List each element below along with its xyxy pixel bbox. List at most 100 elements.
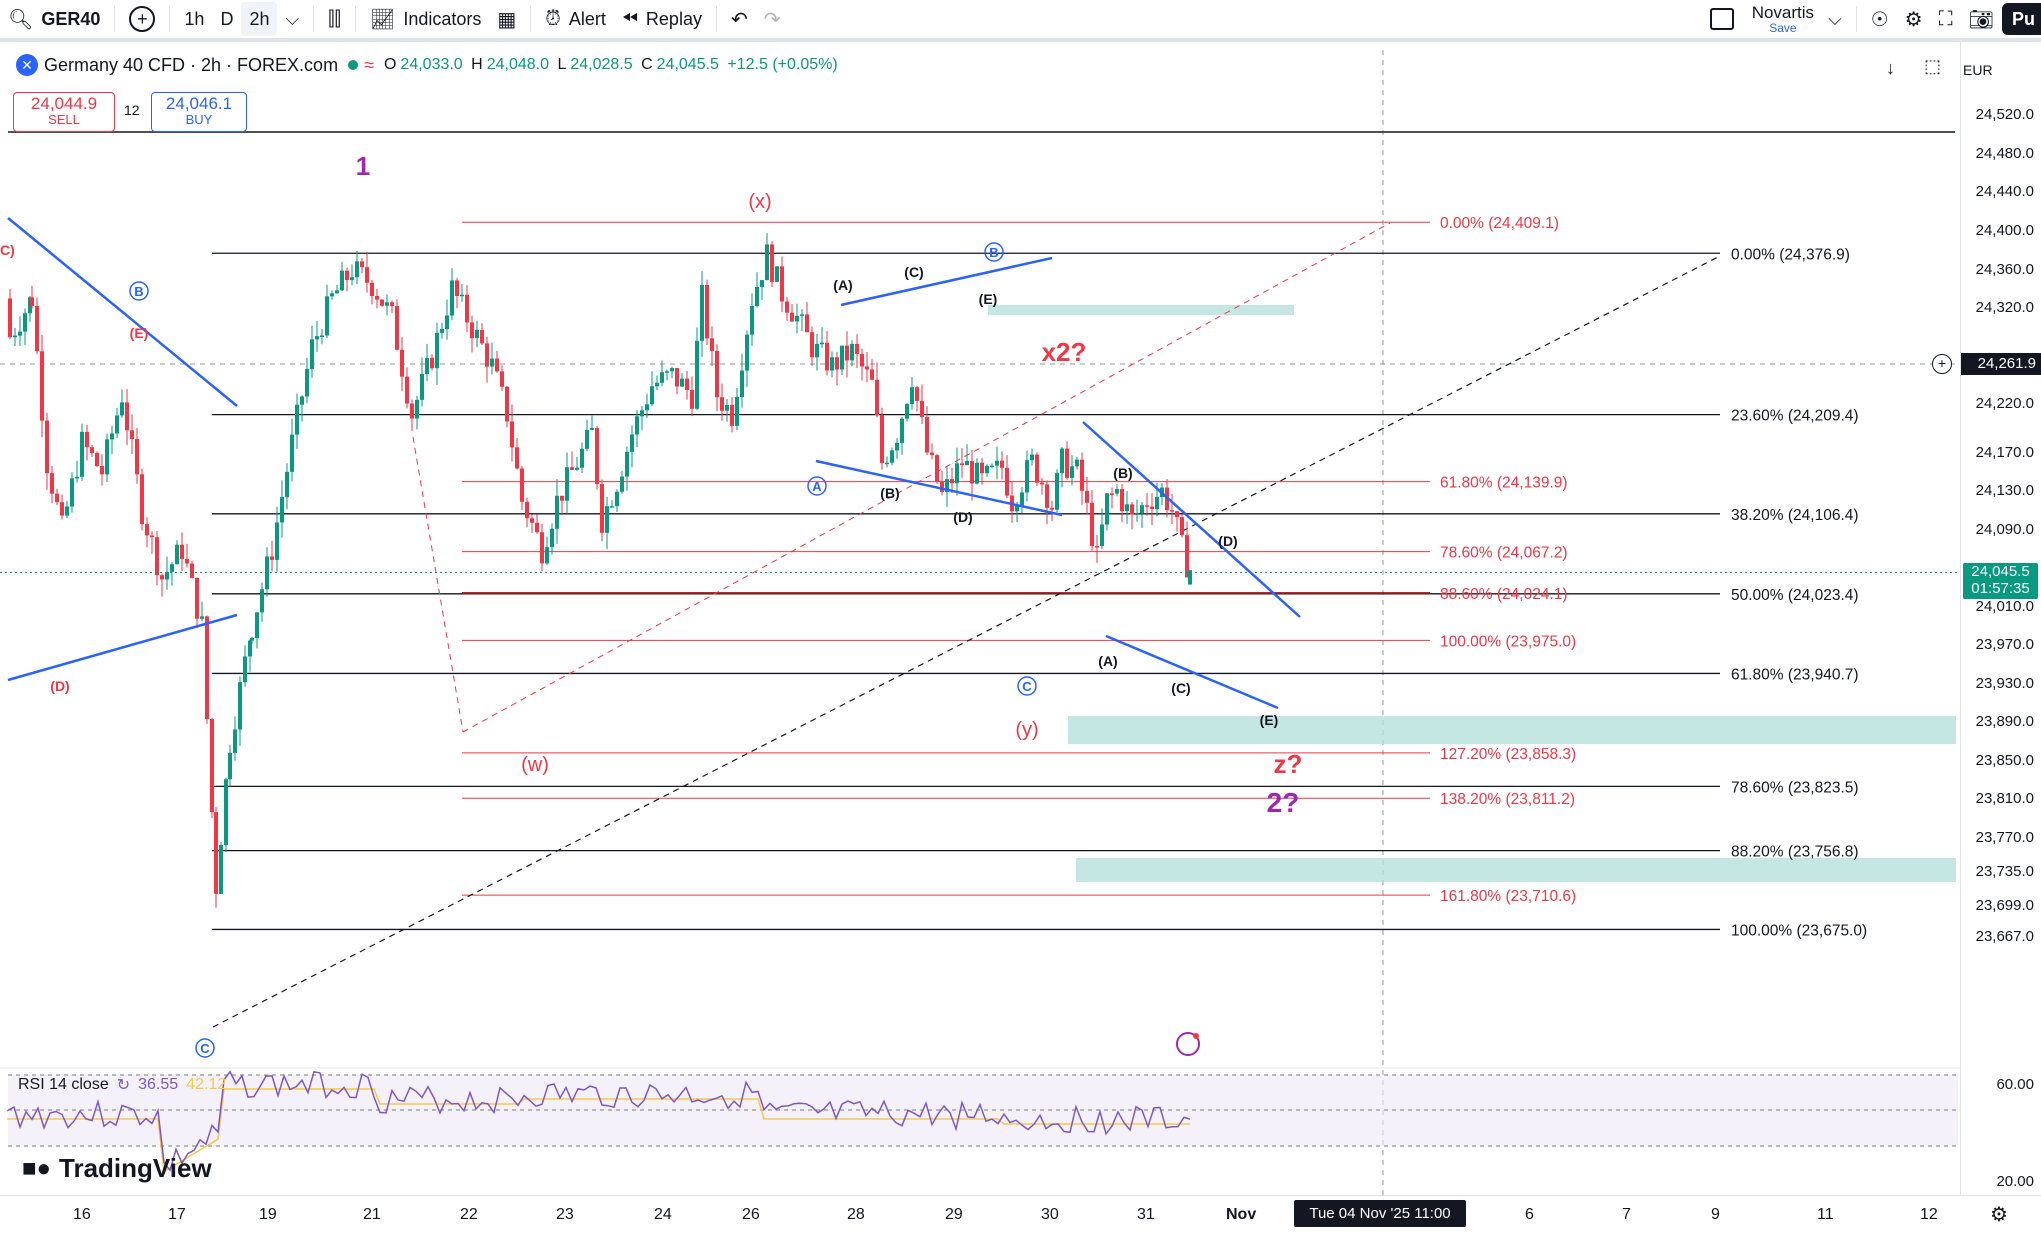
fib-red-label: 138.20% (23,811.2) [1440, 791, 1575, 808]
interval-1h[interactable]: 1h [176, 2, 212, 36]
symbol-search[interactable]: 🔍︎ GER40 [0, 2, 108, 36]
fib-diagonal-black [212, 255, 1721, 1028]
candle-body [870, 369, 874, 380]
price-axis[interactable]: EUR 24,520.0 24,480.0 24,440.0 24,400.0 24,3… [1960, 42, 2041, 1195]
candle-body [120, 402, 124, 416]
publish-button[interactable]: Pu [2001, 3, 2041, 35]
layout-select[interactable]: Novartis Save ⌵ [1702, 2, 1850, 36]
candle-body [238, 682, 242, 730]
candle-body [360, 261, 364, 268]
time-tick-label: 12 [1920, 1206, 1938, 1223]
candle-body [730, 405, 734, 426]
time-tick-label: 22 [460, 1206, 478, 1223]
candle-body [55, 493, 59, 503]
candle-body [350, 277, 354, 280]
candle-body [800, 314, 804, 316]
compare-button[interactable]: + [121, 2, 163, 36]
replay-button[interactable]: ⏪︎ Replay [614, 2, 710, 36]
candle-body [248, 640, 252, 657]
candle-body [1140, 505, 1144, 514]
candle-body [275, 522, 279, 560]
price-chart[interactable]: 0.00% (24,376.9) 23.60% (24,209.4) 38.20% … [0, 42, 1960, 1195]
fib-red-label: 88.60% (24,024.1) [1440, 586, 1568, 603]
time-tick-label: 29 [945, 1206, 963, 1223]
wave-letter-label: (B) [1113, 465, 1132, 481]
candle-body [250, 638, 254, 641]
interval-label: D [220, 8, 234, 29]
fib-red-label: 100.00% (23,975.0) [1440, 633, 1576, 650]
candle-body [1135, 513, 1139, 515]
settings-gear-icon[interactable]: ⚙︎ [1990, 1204, 2008, 1226]
arrow-down-icon[interactable]: ↓ [1886, 58, 1895, 78]
add-alert-icon[interactable]: + [1932, 354, 1952, 375]
candle-body [640, 410, 644, 417]
indicators-button[interactable]: 📈︎ Indicators [362, 2, 489, 36]
maximize-icon[interactable]: ⬚ [1924, 56, 1942, 76]
candle-body [515, 447, 519, 469]
candle-body [90, 447, 94, 453]
price-tick-label: 24,400.0 [1975, 222, 2034, 239]
divider [169, 6, 171, 32]
candle-body [1070, 466, 1074, 478]
gear-icon: ⚙︎ [1904, 8, 1923, 31]
open-label: O [383, 56, 397, 73]
candle-body [420, 373, 424, 400]
candle-body [955, 463, 959, 484]
alert-label: Alert [568, 8, 606, 29]
sell-button[interactable]: 24,044.9 SELL [13, 92, 115, 132]
candle-body [195, 577, 199, 619]
snapshot-button[interactable]: 📷︎ [1961, 2, 2002, 36]
chart-type-button[interactable]: ⫿⫿ [320, 2, 349, 36]
interval-dropdown[interactable]: ⌵ [277, 2, 307, 36]
redo-button[interactable]: ↷ [756, 2, 789, 36]
currency-label[interactable]: EUR [1963, 62, 1993, 78]
candle-body [150, 535, 154, 538]
price-tick-label: 24,170.0 [1975, 443, 2034, 461]
candle-body [1065, 448, 1069, 478]
settings-button[interactable]: ⚙︎ [1897, 2, 1931, 36]
fullscreen-button[interactable]: ⛶ [1931, 2, 1961, 36]
candle-body [570, 467, 574, 470]
time-tick-label: 9 [1711, 1206, 1720, 1223]
time-axis[interactable]: Tue 04 Nov '25 11:00 ⚙︎ 16 17 19 21 22 23 24 26… [0, 1195, 2041, 1233]
undo-button[interactable]: ↶ [723, 2, 756, 36]
candle-body [125, 402, 129, 431]
low-value: 24,028.5 [570, 56, 633, 73]
candle-body [660, 372, 664, 383]
interval-d[interactable]: D [212, 2, 241, 36]
interval-2h[interactable]: 2h [241, 2, 278, 36]
crosshair-price-label: 24,261.9 [1961, 353, 2041, 376]
templates-button[interactable]: ▦ [489, 2, 524, 36]
chart-title[interactable]: Germany 40 CFD · 2h · FOREX.com [44, 54, 339, 75]
fib-black-label: 0.00% (24,376.9) [1731, 246, 1850, 263]
time-tick-label: 30 [1041, 1206, 1059, 1223]
alert-button[interactable]: ⏰︎ Alert [537, 2, 614, 36]
quick-search-button[interactable]: ☉ [1863, 2, 1897, 36]
candle-body [295, 404, 299, 435]
candle-body [290, 434, 294, 472]
candle-body [1145, 505, 1149, 507]
price-tick-label: 23,770.0 [1975, 828, 2034, 846]
candle-body [45, 420, 49, 474]
candle-body [130, 430, 134, 440]
time-tick-label: 17 [168, 1206, 186, 1223]
last-price-label: 24,045.5 01:57:35 [1963, 562, 2038, 599]
fib-red-label: 127.20% (23,858.3) [1440, 746, 1576, 763]
rsi-tick-label: 60.00 [1996, 1076, 2034, 1093]
candle-body [745, 334, 749, 371]
change-value: +12.5 (+0.05%) [727, 56, 838, 73]
brand-text: TradingView [59, 1153, 212, 1183]
candle-body [790, 312, 794, 322]
candle-body [625, 451, 629, 477]
buy-button[interactable]: 24,046.1 BUY [151, 92, 247, 132]
candle-body [740, 370, 744, 397]
candle-body [1030, 454, 1034, 461]
candle-body [590, 428, 594, 430]
candle-body [650, 386, 654, 405]
candle-body [630, 434, 634, 452]
trendline [1082, 421, 1301, 618]
chevron-down-icon: ⌵ [285, 8, 300, 29]
rsi-legend[interactable]: RSI 14 close ↻ 36.55 42.12 [18, 1075, 226, 1095]
rsi-value: 36.55 [138, 1076, 179, 1093]
candle-body [700, 284, 704, 341]
